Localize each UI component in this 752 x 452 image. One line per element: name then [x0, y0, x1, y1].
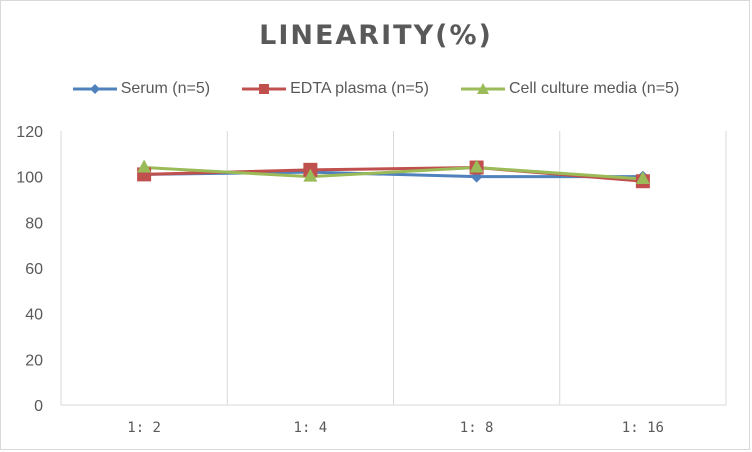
y-tick-label: 100	[16, 170, 43, 187]
data-point-triangle	[137, 159, 152, 173]
legend-label-edta: EDTA plasma (n=5)	[290, 80, 429, 97]
legend-label-serum: Serum (n=5)	[120, 80, 211, 97]
x-tick-label: 1: 16	[622, 420, 664, 436]
legend-marker-serum	[72, 84, 117, 94]
x-tick-label: 1: 2	[127, 420, 161, 436]
y-tick-label: 40	[25, 307, 43, 324]
y-tick-label: 60	[25, 261, 43, 278]
legend-item-serum: Serum (n=5)	[72, 80, 211, 98]
legend-item-edta: EDTA plasma (n=5)	[242, 80, 429, 98]
x-tick-label: 1: 4	[294, 420, 328, 436]
y-tick-label: 20	[25, 352, 43, 369]
legend: Serum (n=5) EDTA plasma (n=5) Cell cultu…	[0, 80, 752, 98]
y-tick-label: 80	[25, 215, 43, 232]
legend-item-cell: Cell culture media (n=5)	[460, 80, 680, 98]
y-tick-label: 0	[34, 398, 43, 415]
legend-marker-edta	[242, 84, 287, 94]
legend-marker-cell	[460, 83, 505, 94]
legend-label-cell: Cell culture media (n=5)	[508, 80, 680, 97]
y-tick-label: 120	[16, 124, 43, 141]
x-tick-label: 1: 8	[460, 420, 494, 436]
data-point-triangle	[635, 170, 650, 184]
chart-title: LINEARITY(%)	[259, 20, 493, 51]
data-point-triangle	[469, 159, 484, 173]
series-line-2	[144, 166, 643, 181]
data-point-triangle	[303, 168, 318, 182]
